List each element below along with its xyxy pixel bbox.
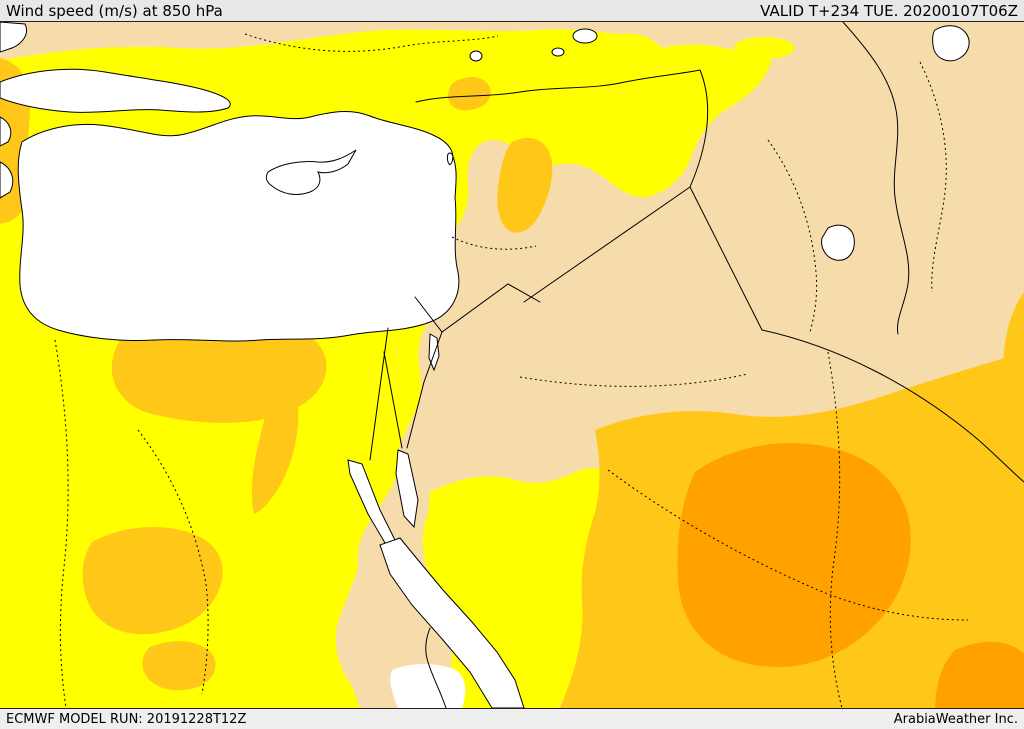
valid-time-label: VALID T+234 TUE. 20200107T06Z (760, 1, 1018, 20)
aegean-sliver-2 (0, 116, 12, 147)
gulf-of-aqaba (395, 449, 419, 529)
lake-tharthar (821, 224, 855, 261)
sea-fills (0, 22, 970, 708)
nile-river (425, 627, 447, 708)
calm-regions (390, 664, 466, 708)
red-sea (379, 537, 525, 708)
turkey-lake-1 (572, 28, 598, 44)
brand-label: ArabiaWeather Inc. (893, 711, 1018, 727)
aegean-sliver-3 (0, 161, 14, 199)
borders-dotted (54, 33, 969, 708)
mediterranean-sea (17, 110, 460, 342)
wind-speed-map (0, 22, 1024, 708)
band-orange-fills (677, 443, 1024, 708)
aegean-sliver (0, 22, 27, 53)
borders-solid (369, 22, 1024, 708)
turkey-lake-2 (551, 47, 565, 57)
black-sea (0, 68, 231, 113)
header-bar: Wind speed (m/s) at 850 hPa VALID T+234 … (0, 0, 1024, 22)
band-amber-fills (0, 58, 1024, 708)
lake-van (932, 25, 970, 62)
model-run-label: ECMWF MODEL RUN: 20191228T12Z (6, 711, 247, 727)
turkey-lake-3 (469, 50, 483, 62)
map-canvas (0, 22, 1024, 708)
page-title: Wind speed (m/s) at 850 hPa (6, 1, 223, 20)
cyprus (265, 149, 357, 195)
footer-bar: ECMWF MODEL RUN: 20191228T12Z ArabiaWeat… (0, 708, 1024, 729)
